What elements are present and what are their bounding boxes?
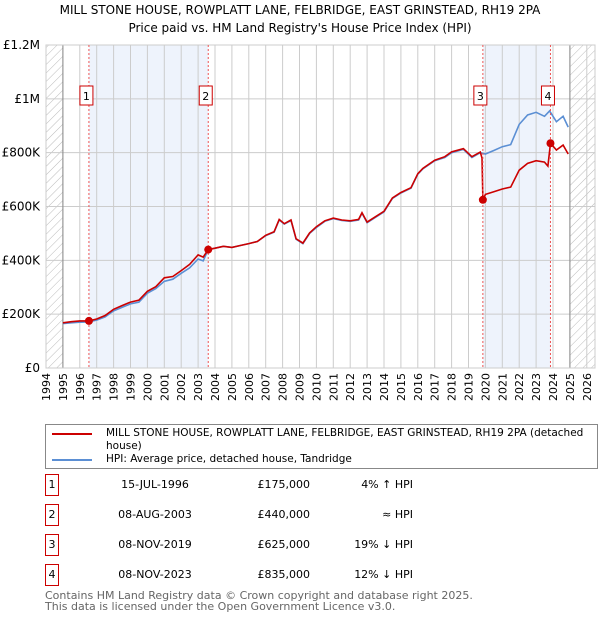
x-tick-label: 2024 [547,373,560,401]
plot-border [45,44,596,369]
x-tick-label: 1998 [108,373,121,401]
x-tick-label: 2007 [260,373,273,401]
sale-point [478,195,487,204]
x-tick-label: 2006 [243,373,256,401]
y-tick-label: £200K [2,307,42,321]
legend-label: MILL STONE HOUSE, ROWPLATT LANE, FELBRID… [106,427,584,452]
x-tick-label: 2010 [310,373,323,401]
x-tick-label: 2000 [141,373,154,401]
sale-row: 3 08-NOV-2019 £625,000 19% ↓ HPI [45,534,445,556]
chart-subtitle: Price paid vs. HM Land Registry's House … [128,21,472,35]
x-tick-label: 1999 [125,373,138,401]
chart-title: MILL STONE HOUSE, ROWPLATT LANE, FELBRID… [59,3,541,17]
sale-point [84,316,93,325]
y-tick-label: £600K [2,200,42,214]
sale-date: 15-JUL-1996 [121,478,189,491]
y-tick-label: £800K [2,146,42,160]
sale-number-badge: 1 [45,474,59,496]
y-tick-label: £0 [25,361,40,375]
x-tick-label: 2014 [378,373,391,401]
sale-number-label: 1 [83,90,90,103]
sale-price: £625,000 [257,538,311,551]
x-tick-label: 2018 [446,373,459,401]
sale-date: 08-NOV-2019 [118,538,192,551]
y-tick-label: £1M [14,92,40,106]
x-tick-label: 2015 [395,373,408,401]
sale-number-box [79,85,94,106]
footer-copyright: Contains HM Land Registry data © Crown c… [45,589,473,602]
chart-legend: MILL STONE HOUSE, ROWPLATT LANE, FELBRID… [45,424,598,469]
x-tick-label: 2025 [564,373,577,401]
x-tick-label: 2012 [344,373,357,401]
x-tick-label: 2023 [530,373,543,401]
legend-item-property: MILL STONE HOUSE, ROWPLATT LANE, FELBRID… [52,427,593,453]
x-tick-label: 1994 [40,373,53,401]
x-tick-label: 2001 [158,373,171,401]
sale-number-box [473,85,488,106]
x-tick-label: 2005 [226,373,239,401]
x-tick-label: 2004 [209,373,222,401]
x-tick-label: 2002 [175,373,188,401]
sale-row: 2 08-AUG-2003 £440,000 ≈ HPI [45,504,445,526]
sale-number-badge: 4 [45,564,59,586]
y-tick-label: £400K [2,253,42,267]
x-tick-label: 2011 [327,373,340,401]
x-tick-label: 2026 [581,373,594,401]
sale-number-badge: 2 [45,504,59,526]
legend-item-hpi: HPI: Average price, detached house, Tand… [52,453,593,466]
x-tick-label: 2003 [192,373,205,401]
legend-swatch-blue [52,459,92,461]
x-tick-label: 2016 [412,373,425,401]
price-chart: 1 2 3 4 1994 1995 1996 1997 1998 1999 2000 2001 2002… [2,38,596,401]
x-tick-label: 2021 [496,373,509,401]
x-tick-label: 1995 [57,373,70,401]
sale-price: £835,000 [257,568,311,581]
sale-row: 4 08-NOV-2023 £835,000 12% ↓ HPI [45,564,445,586]
legend-label: HPI: Average price, detached house, Tand… [106,453,352,465]
x-tick-label: 1997 [91,373,104,401]
sale-point [204,245,213,254]
sale-number-badge: 3 [45,534,59,556]
sale-number-label: 2 [202,90,209,103]
sale-number-box [198,85,213,106]
sale-hpi-comparison: 4% ↑ HPI [361,478,413,491]
x-tick-label: 2017 [429,373,442,401]
sale-point [546,139,555,148]
sale-number-label: 4 [544,90,551,103]
x-tick-label: 2020 [479,373,492,401]
sale-price: £440,000 [257,508,311,521]
sale-hpi-comparison: 12% ↓ HPI [354,568,413,581]
sale-row: 1 15-JUL-1996 £175,000 4% ↑ HPI [45,474,445,496]
x-tick-label: 2009 [294,373,307,401]
y-tick-label: £1.2M [3,38,40,52]
legend-swatch-red [52,433,92,435]
sale-date: 08-AUG-2003 [118,508,192,521]
sale-hpi-comparison: ≈ HPI [382,508,413,521]
x-tick-label: 2022 [513,373,526,401]
x-tick-label: 2019 [463,373,476,401]
sale-price: £175,000 [257,478,311,491]
sale-number-box [540,85,555,106]
x-tick-label: 1996 [74,373,87,401]
footer-licence: This data is licensed under the Open Gov… [45,600,396,613]
sale-hpi-comparison: 19% ↓ HPI [354,538,413,551]
sale-number-label: 3 [477,90,484,103]
property-price-line [62,141,569,324]
x-tick-label: 2013 [361,373,374,401]
x-tick-label: 2008 [277,373,290,401]
sale-date: 08-NOV-2023 [118,568,192,581]
